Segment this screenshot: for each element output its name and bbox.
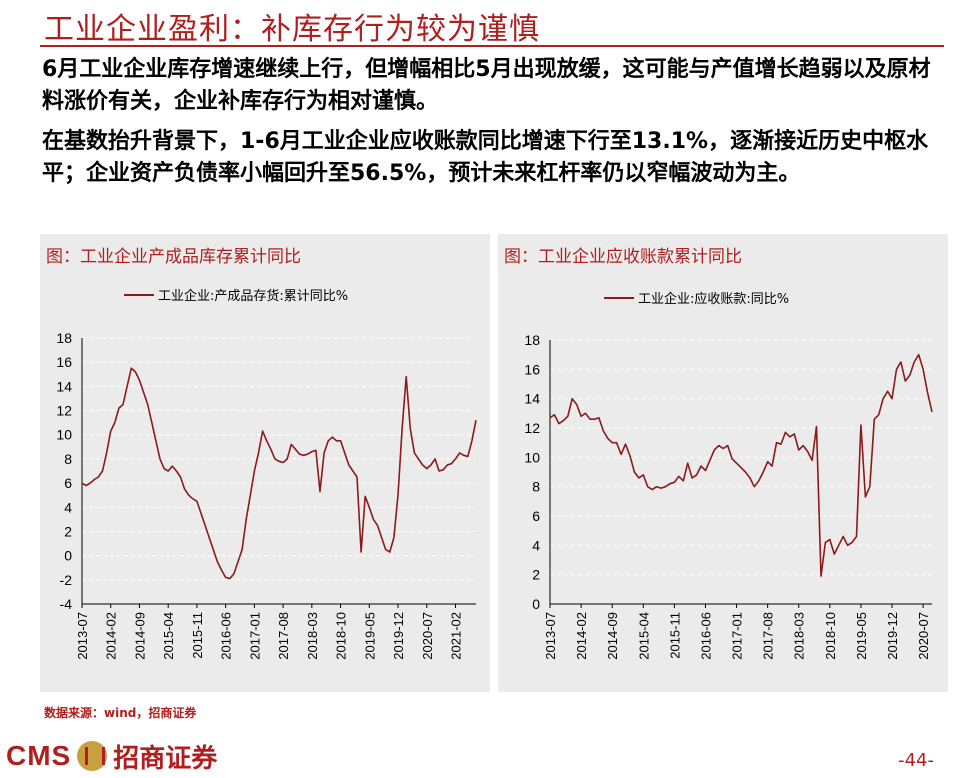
x-tick-label: 2013-07	[75, 612, 90, 660]
y-tick-label: 0	[532, 596, 540, 612]
chart-panel-receivables: 图：工业企业应收账款累计同比 工业企业:应收账款:同比% 0 2 4 6 8 10 12 14 1…	[498, 234, 948, 692]
y-tick-label: -2	[60, 572, 73, 588]
y-tick-label: 2	[64, 523, 72, 539]
y-tick-label: 14	[56, 378, 72, 394]
logo-cn-text: 招商证券	[113, 743, 218, 774]
y-tick-label: 18	[524, 332, 540, 348]
series-line	[81, 367, 477, 580]
y-tick-label: 16	[56, 354, 72, 370]
page-number: -44-	[898, 750, 934, 771]
x-tick-label: 2016-06	[698, 612, 713, 660]
x-tick-label: 2019-05	[854, 612, 869, 660]
company-logo: CMS 招商证券	[6, 738, 217, 774]
y-tick-label: 10	[56, 427, 72, 443]
x-tick-label: 2018-10	[334, 612, 349, 660]
x-tick-label: 2019-12	[391, 612, 406, 660]
x-tick-label: 2015-11	[667, 612, 682, 659]
x-tick-label: 2016-06	[219, 612, 234, 660]
y-tick-label: 0	[64, 548, 72, 564]
x-tick-label: 2021-02	[448, 612, 463, 660]
y-tick-label: 4	[64, 499, 72, 515]
x-tick-label: 2018-03	[792, 612, 807, 660]
y-tick-label: -4	[60, 596, 73, 612]
x-tick-label: 2021-02	[947, 612, 948, 660]
y-tick-label: 2	[532, 567, 540, 583]
y-tick-label: 14	[524, 391, 540, 407]
y-tick-label: 8	[64, 451, 72, 467]
x-tick-label: 2018-03	[305, 612, 320, 660]
x-tick-label: 2014-02	[104, 612, 119, 660]
title-divider	[40, 45, 944, 47]
logo-text: CMS	[6, 740, 72, 771]
y-tick-label: 6	[64, 475, 72, 491]
y-tick-label: 18	[56, 330, 72, 346]
y-tick-label: 10	[524, 449, 540, 465]
page-title: 工业企业盈利：补库存行为较为谨慎	[44, 12, 540, 47]
y-tick-label: 12	[56, 403, 72, 419]
x-tick-label: 2020-07	[916, 612, 931, 660]
x-tick-label: 2015-04	[636, 612, 651, 660]
chart-title-receivables: 图：工业企业应收账款累计同比	[504, 247, 742, 267]
y-tick-label: 12	[524, 420, 540, 436]
chart-panel-inventory: 图：工业企业产成品库存累计同比 工业企业:产成品存货:累计同比% -4 -2 0 2 4 6…	[40, 234, 490, 692]
legend-label: 工业企业:应收账款:同比%	[638, 291, 789, 307]
x-tick-label: 2019-12	[885, 612, 900, 660]
x-tick-label: 2017-08	[276, 612, 291, 660]
chart-inventory: 工业企业:产成品存货:累计同比% -4 -2 0 2 4 6 8 10 12 14 16 18 2013-…	[56, 288, 477, 660]
x-tick-label: 2015-04	[161, 612, 176, 660]
y-tick-label: 6	[532, 508, 540, 524]
paragraph-receivables: 在基数抬升背景下，1-6月工业企业应收账款同比增速下行至13.1%，逐渐接近历史…	[42, 129, 929, 186]
series-line	[549, 353, 933, 577]
x-tick-label: 2017-01	[247, 612, 262, 660]
paragraph-inventory: 6月工业企业库存增速继续上行，但增幅相比5月出现放缓，这可能与产值增长趋弱以及原…	[42, 57, 931, 114]
x-tick-label: 2014-09	[605, 612, 620, 660]
x-tick-label: 2020-07	[420, 612, 435, 660]
logo-emblem-icon	[77, 741, 108, 771]
chart-receivables: 工业企业:应收账款:同比% 0 2 4 6 8 10 12 14 16 18 2013-07 2014-…	[524, 291, 948, 660]
x-tick-label: 2014-09	[132, 612, 147, 660]
y-tick-label: 4	[532, 537, 540, 553]
x-tick-label: 2019-05	[362, 612, 377, 660]
y-tick-label: 8	[532, 479, 540, 495]
data-source: 数据来源：wind，招商证券	[44, 706, 197, 720]
x-tick-label: 2015-11	[190, 612, 205, 659]
legend-label: 工业企业:产成品存货:累计同比%	[158, 288, 348, 304]
x-tick-label: 2018-10	[823, 612, 838, 660]
x-tick-label: 2013-07	[543, 612, 558, 660]
x-tick-label: 2014-02	[574, 612, 589, 660]
x-tick-label: 2017-01	[730, 612, 745, 660]
y-tick-label: 16	[524, 361, 540, 377]
chart-title-inventory: 图：工业企业产成品库存累计同比	[46, 247, 301, 267]
x-tick-label: 2017-08	[761, 612, 776, 660]
